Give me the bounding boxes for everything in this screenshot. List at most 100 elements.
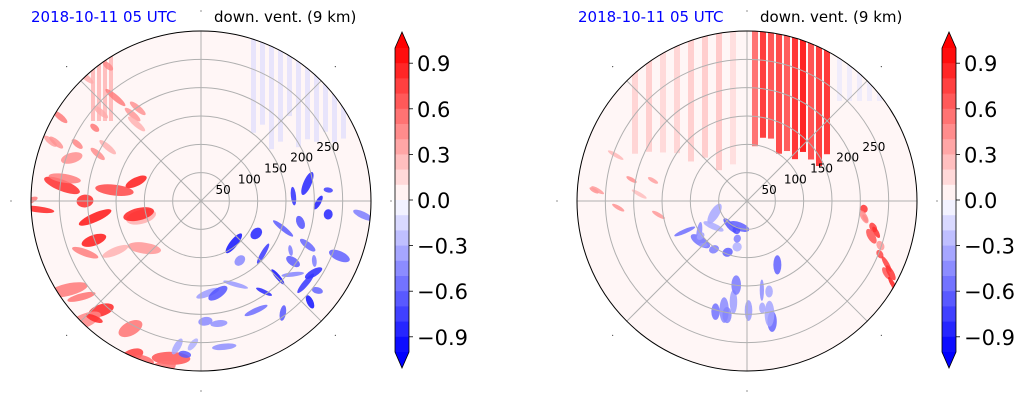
positive-cell <box>894 289 903 301</box>
colorbar-tick-label: −0.9 <box>417 326 468 350</box>
colorbar-segment <box>942 124 956 140</box>
field-stripe <box>368 31 371 123</box>
colorbar-segment <box>942 169 956 186</box>
field-stripe <box>251 31 256 133</box>
positive-cell <box>95 184 134 196</box>
positive-cell <box>607 150 624 160</box>
positive-cell <box>71 139 83 149</box>
field-stripe <box>350 31 355 120</box>
colorbar-extend-min <box>942 352 956 368</box>
negative-cell <box>729 289 738 314</box>
negative-cell <box>305 295 315 309</box>
theta-tick <box>936 200 938 202</box>
colorbar-segment <box>942 184 956 201</box>
positive-cell <box>44 176 80 195</box>
field-stripe <box>91 31 95 121</box>
positive-cell <box>626 176 637 183</box>
field-stripe <box>97 31 101 121</box>
field-stripe <box>323 31 328 132</box>
positive-cell <box>862 214 868 223</box>
negative-cell <box>178 350 192 358</box>
theta-tick <box>612 334 614 336</box>
colorbar-segment <box>942 321 956 338</box>
negative-cell <box>759 302 766 314</box>
theta-tick <box>390 200 392 202</box>
theta-tick <box>66 334 68 336</box>
field-stripe <box>702 31 708 158</box>
field-stripe <box>816 31 822 167</box>
positive-cell <box>85 313 103 324</box>
positive-cell <box>90 123 100 132</box>
colorbar-segment <box>395 184 409 201</box>
colorbar-segment <box>395 336 409 353</box>
positive-cell <box>93 105 109 119</box>
positive-cell <box>903 314 910 324</box>
negative-cell <box>288 245 293 256</box>
grid-spoke <box>200 80 322 202</box>
positive-cell <box>591 186 605 195</box>
positive-cell <box>647 177 659 184</box>
negative-cell <box>765 285 773 298</box>
polar-border <box>576 30 918 372</box>
radial-tick-label: 50 <box>216 183 231 197</box>
positive-cell <box>31 205 55 214</box>
positive-cell <box>127 116 146 132</box>
colorbar-segment <box>395 169 409 186</box>
negative-cell <box>696 232 705 240</box>
negative-cell <box>722 306 732 324</box>
field-stripe <box>877 31 882 101</box>
field-stripe <box>103 31 107 121</box>
positive-cell <box>882 267 891 280</box>
field-stripe <box>305 31 310 140</box>
colorbar-segment <box>942 276 956 292</box>
panel-title-date: 2018-10-11 05 UTC <box>578 8 724 26</box>
negative-cell <box>198 316 213 326</box>
positive-cell <box>78 209 112 226</box>
field-stripe <box>688 31 694 162</box>
colorbar-tick-label: −0.3 <box>417 235 468 259</box>
field-stripe <box>752 31 758 147</box>
field-stripe <box>359 31 364 128</box>
colorbar-segment <box>395 154 409 171</box>
grid-spoke <box>200 200 322 322</box>
radial-tick-label: 200 <box>836 151 859 165</box>
positive-cell <box>31 196 38 207</box>
colorbar-segment <box>942 336 956 353</box>
positive-cell <box>631 189 647 199</box>
positive-cell <box>885 265 896 281</box>
positive-cell <box>900 310 909 322</box>
negative-cell <box>323 209 333 220</box>
negative-cell <box>187 338 199 351</box>
positive-cell <box>872 226 881 239</box>
positive-cell <box>72 246 99 259</box>
colorbar-segment <box>942 306 956 323</box>
colorbar-extend-min <box>395 352 409 368</box>
colorbar-tick-label: −0.9 <box>964 326 1015 350</box>
field-stripe <box>109 31 113 121</box>
radial-tick-label: 250 <box>316 140 339 154</box>
field-stripe <box>824 31 830 155</box>
negative-cell <box>764 300 775 327</box>
colorbar-segment <box>942 108 956 125</box>
positive-cell <box>116 376 150 401</box>
colorbar-segment <box>395 260 409 277</box>
negative-cell <box>208 285 228 301</box>
field-stripe <box>314 31 319 142</box>
negative-cell <box>323 187 333 193</box>
positive-cell <box>118 320 143 338</box>
colorbar-tick-label: −0.6 <box>417 280 468 304</box>
theta-tick <box>556 200 558 202</box>
colorbar-segment <box>395 291 409 307</box>
negative-cell <box>256 287 272 296</box>
colorbar-segment <box>395 245 409 262</box>
negative-cell <box>744 300 753 321</box>
negative-cell <box>295 215 306 229</box>
colorbar-tick-label: 0.6 <box>964 98 997 122</box>
negative-cell <box>313 195 323 210</box>
colorbar-tick-label: 0.9 <box>417 52 450 76</box>
grid-spoke <box>626 200 748 322</box>
colorbar-segment <box>395 93 409 110</box>
field-stripe <box>847 31 852 101</box>
colorbar-tick-label: −0.3 <box>964 235 1015 259</box>
